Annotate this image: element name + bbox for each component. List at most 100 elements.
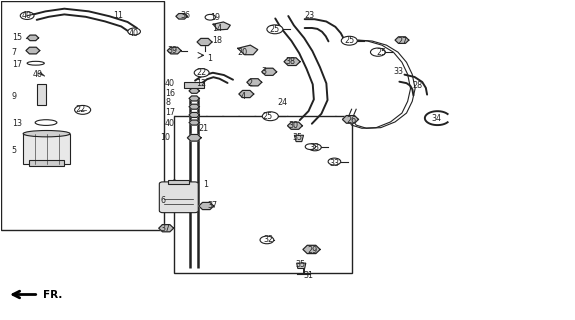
Text: 17: 17 [165,108,175,117]
Polygon shape [294,135,304,142]
Circle shape [305,144,316,149]
Circle shape [262,112,278,121]
Text: 18: 18 [212,36,222,44]
Polygon shape [176,13,187,19]
Text: 34: 34 [432,114,442,123]
Polygon shape [27,35,39,41]
Text: 9: 9 [12,92,17,101]
Bar [37,84,46,105]
Text: 27: 27 [397,36,408,45]
Text: 13: 13 [12,119,22,128]
Circle shape [267,25,283,34]
Polygon shape [197,38,212,45]
Text: 33: 33 [329,159,339,168]
Circle shape [128,28,140,35]
Polygon shape [237,45,258,55]
Text: 21: 21 [199,124,209,133]
Polygon shape [297,263,306,268]
Text: 4: 4 [240,92,246,101]
Text: 1: 1 [203,180,208,189]
Text: 33: 33 [309,143,319,152]
Text: 28: 28 [412,81,423,90]
Text: 38: 38 [286,57,296,66]
Text: 35: 35 [295,260,305,269]
Polygon shape [199,203,214,210]
Polygon shape [189,88,200,93]
Text: 6: 6 [160,196,166,205]
Text: 25: 25 [262,112,273,121]
Text: 36: 36 [181,11,190,20]
Ellipse shape [23,131,70,137]
Polygon shape [26,47,40,54]
Text: 40: 40 [165,119,175,128]
Text: 37: 37 [208,202,217,211]
Text: 12: 12 [196,79,206,88]
Text: 11: 11 [113,11,123,20]
Polygon shape [189,113,200,117]
Text: 25: 25 [269,25,279,35]
Text: 40: 40 [128,28,139,38]
Text: 24: 24 [277,99,288,108]
Ellipse shape [27,61,44,65]
Polygon shape [288,122,302,129]
Text: 14: 14 [212,24,222,33]
Polygon shape [247,79,262,86]
Text: 25: 25 [377,48,387,57]
Polygon shape [213,22,230,30]
Bar [174,116,351,273]
Bar [1,1,164,230]
Polygon shape [239,91,254,98]
Circle shape [194,69,209,77]
Text: 31: 31 [304,271,313,280]
Bar [168,180,189,184]
Text: 25: 25 [345,36,355,44]
Text: 22: 22 [196,68,206,77]
Text: 40: 40 [165,79,175,88]
Polygon shape [159,225,174,232]
Text: 7: 7 [12,48,17,57]
Circle shape [260,236,274,244]
Text: 5: 5 [12,146,17,155]
Text: 17: 17 [12,60,22,69]
Text: 22: 22 [76,105,86,114]
Text: 10: 10 [160,133,170,142]
Text: 40: 40 [33,70,43,79]
Polygon shape [189,104,200,109]
Polygon shape [303,245,320,253]
Bar [23,134,70,164]
Text: 26: 26 [347,116,356,125]
Text: 8: 8 [165,99,170,108]
Text: 1: 1 [208,54,212,63]
Bar [29,160,64,166]
Circle shape [20,12,34,20]
Text: 3: 3 [262,67,267,76]
Polygon shape [262,68,277,76]
Polygon shape [167,47,181,54]
Text: 15: 15 [12,33,22,42]
Circle shape [328,158,341,165]
Text: 33: 33 [393,67,403,76]
Text: 20: 20 [237,48,248,57]
Text: 37: 37 [160,224,171,233]
Text: 39: 39 [167,46,178,55]
Circle shape [75,105,91,114]
Text: FR.: FR. [43,290,62,300]
FancyBboxPatch shape [159,182,198,213]
Text: 32: 32 [263,236,274,244]
Polygon shape [189,120,200,125]
Text: 2: 2 [247,79,252,88]
Text: 40: 40 [21,11,32,20]
Circle shape [342,36,357,45]
Circle shape [370,48,385,56]
Polygon shape [395,37,409,44]
Text: 23: 23 [305,11,315,20]
Text: 35: 35 [292,133,302,142]
Polygon shape [187,134,201,141]
Bar [185,82,204,88]
Polygon shape [284,58,300,66]
Ellipse shape [35,120,57,125]
Polygon shape [343,116,358,123]
Text: 30: 30 [289,121,298,130]
Circle shape [309,144,321,151]
Polygon shape [189,96,200,101]
